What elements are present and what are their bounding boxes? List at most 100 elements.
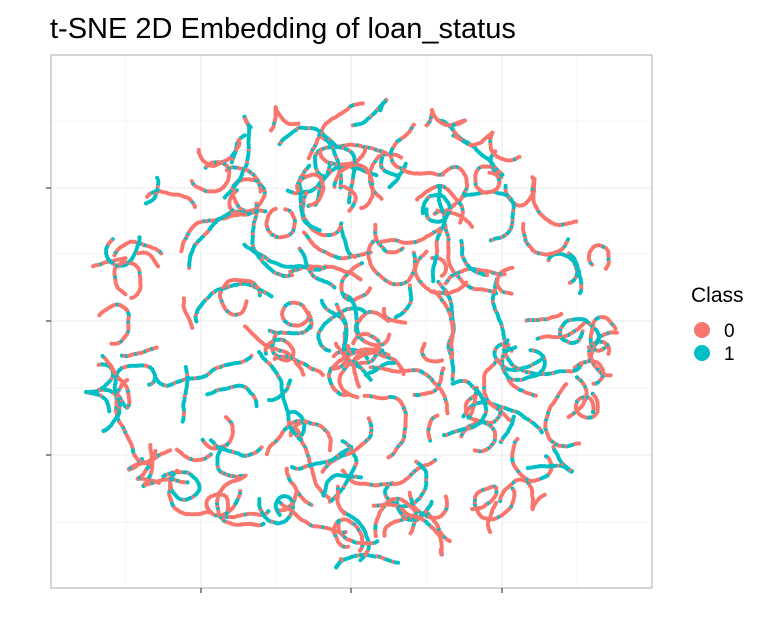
scatter-point-class-1 (183, 365, 188, 370)
scatter-point-class-1 (100, 354, 105, 359)
scatter-point-class-0 (333, 341, 338, 346)
scatter-point-class-1 (277, 512, 282, 518)
scatter-point-class-0 (386, 455, 391, 460)
scatter-point-class-0 (564, 382, 569, 387)
scatter-point-class-0 (156, 264, 161, 269)
scatter-point-class-0 (435, 413, 440, 418)
scatter-point-class-0 (443, 494, 448, 499)
scatter-point-class-0 (243, 473, 248, 478)
scatter-point-class-0 (129, 295, 134, 300)
scatter-point-class-1 (528, 348, 533, 353)
scatter-point-class-1 (451, 123, 456, 128)
scatter-point-class-0 (96, 362, 101, 367)
scatter-point-class-0 (358, 548, 363, 553)
scatter-point-class-0 (290, 273, 295, 278)
scatter-point-class-0 (340, 468, 345, 473)
scatter-point-class-0 (174, 447, 179, 452)
scatter-point-class-1 (365, 356, 370, 361)
scatter-point-class-1 (387, 184, 392, 190)
scatter-point-class-0 (488, 529, 493, 535)
scatter-point-class-0 (509, 291, 514, 296)
scatter-point-class-1 (269, 294, 274, 299)
scatter-point-class-0 (559, 311, 564, 317)
scatter-point-class-0 (603, 266, 609, 271)
scatter-point-class-0 (273, 206, 278, 211)
scatter-point-class-0 (342, 511, 347, 516)
scatter-point-class-0 (472, 448, 477, 453)
scatter-point-class-1 (380, 348, 385, 353)
scatter-point-class-1 (341, 292, 346, 297)
scatter-point-class-1 (147, 382, 152, 387)
scatter-point-class-1 (275, 499, 281, 504)
scatter-point-class-0 (355, 395, 360, 400)
scatter-point-class-0 (345, 344, 351, 349)
scatter-point-class-0 (517, 154, 522, 159)
scatter-point-class-0 (440, 172, 445, 177)
scatter-point-class-0 (443, 281, 448, 286)
scatter-point-class-0 (441, 366, 446, 371)
scatter-point-class-0 (415, 197, 420, 202)
chart-title: t-SNE 2D Embedding of loan_status (50, 13, 516, 45)
scatter-point-class-0 (424, 509, 429, 514)
scatter-point-class-1 (359, 261, 364, 266)
scatter-point-class-1 (317, 132, 322, 138)
scatter-point-class-1 (137, 235, 142, 240)
scatter-point-class-0 (586, 345, 591, 350)
scatter-point-class-0 (167, 448, 173, 453)
scatter-point-class-0 (469, 224, 475, 229)
scatter-point-class-1 (462, 193, 467, 198)
scatter-point-class-0 (542, 492, 547, 497)
scatter-point-class-0 (435, 208, 440, 213)
scatter-point-class-1 (334, 144, 339, 149)
scatter-point-class-0 (91, 264, 96, 269)
scatter-point-class-1 (535, 336, 540, 341)
scatter-point-class-1 (574, 375, 580, 380)
scatter-point-class-0 (398, 155, 404, 160)
scatter-point-class-1 (374, 173, 379, 178)
scatter-point-class-0 (414, 459, 419, 464)
scatter-point-class-1 (577, 291, 583, 296)
scatter-point-class-1 (461, 414, 466, 419)
scatter-point-class-0 (272, 356, 277, 361)
scatter-point-class-0 (439, 273, 445, 278)
scatter-point-class-1 (263, 209, 268, 214)
plot-panel (50, 54, 653, 589)
scatter-points (84, 97, 620, 570)
scatter-point-class-0 (360, 101, 365, 106)
scatter-point-class-1 (254, 403, 259, 409)
scatter-point-class-0 (387, 332, 392, 337)
scatter-point-class-1 (375, 539, 380, 544)
scatter-point-class-0 (373, 534, 378, 539)
scatter-point-class-1 (257, 293, 262, 298)
scatter-point-class-1 (266, 509, 271, 514)
scatter-point-class-1 (396, 560, 401, 565)
scatter-point-class-0 (347, 208, 352, 213)
scatter-point-class-0 (366, 416, 371, 421)
scatter-point-class-1 (307, 163, 312, 168)
scatter-point-class-1 (441, 433, 447, 438)
scatter-point-class-1 (319, 298, 324, 303)
scatter-point-class-1 (347, 200, 352, 205)
scatter-point-class-1 (103, 428, 108, 433)
scatter-point-class-0 (567, 280, 572, 285)
scatter-point-class-1 (505, 338, 510, 343)
scatter-point-class-1 (566, 237, 571, 242)
scatter-point-class-0 (112, 253, 117, 258)
scatter-point-class-1 (420, 211, 425, 216)
scatter-point-class-1 (225, 442, 230, 447)
scatter-point-class-0 (407, 283, 412, 288)
scatter-point-class-0 (190, 325, 195, 330)
scatter-point-class-0 (368, 365, 373, 370)
scatter-point-class-1 (263, 351, 268, 356)
scatter-point-class-0 (373, 238, 378, 243)
scatter-point-class-1 (437, 184, 442, 189)
scatter-point-class-1 (224, 511, 229, 516)
scatter-point-class-1 (298, 437, 303, 443)
scatter-point-class-0 (438, 547, 443, 552)
scatter-point-class-0 (327, 448, 332, 453)
scatter-point-class-0 (608, 373, 613, 378)
scatter-point-class-0 (591, 381, 596, 386)
scatter-point-class-1 (143, 201, 149, 206)
scatter-point-class-1 (500, 172, 505, 177)
